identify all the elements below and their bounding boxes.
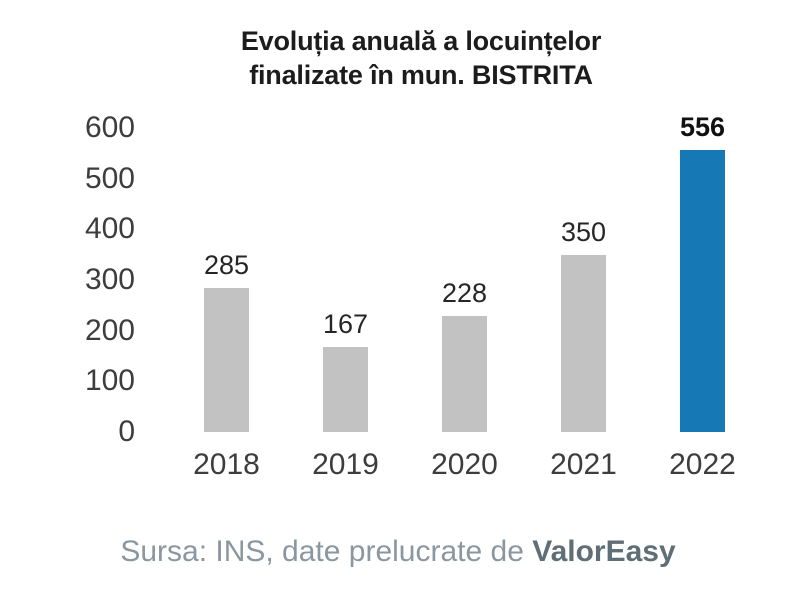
source-caption: Sursa: INS, date prelucrate de ValorEasy — [0, 535, 796, 570]
bar-value-label-2021: 350 — [560, 216, 607, 247]
bar-column-2021: 350 — [524, 128, 643, 432]
bar-value-label-2018: 285 — [203, 249, 250, 280]
bar-2021 — [561, 254, 606, 432]
bar-value-label-2020: 228 — [441, 278, 488, 309]
y-tick-label: 300 — [84, 263, 135, 296]
y-tick-label: 100 — [84, 364, 135, 398]
plot-wrap: 285 167 228 350 556 2018 2019 2020 2021 2022 — [167, 114, 762, 481]
bar-2018 — [204, 287, 249, 432]
plot-area: 285 167 228 350 556 — [167, 114, 762, 432]
y-tick-label: 200 — [84, 313, 135, 347]
bar-column-2019: 167 — [286, 128, 405, 432]
chart-title-line2: finalizate în mun. BISTRITA — [249, 60, 593, 90]
bar-2019 — [323, 347, 368, 432]
bar-chart: 0 100 200 300 400 500 600 285 167 228 350 556 2018… — [0, 113, 796, 482]
brand-name: ValorEasy — [532, 535, 676, 568]
bar-column-2020: 228 — [405, 128, 524, 432]
bar-value-label-2019: 167 — [322, 309, 369, 340]
x-axis-label-2019: 2019 — [312, 448, 379, 481]
bar-value-label-2022: 556 — [679, 112, 726, 143]
y-tick-label: 500 — [84, 161, 135, 195]
y-tick-label: 600 — [84, 111, 135, 144]
y-axis: 0 100 200 300 400 500 600 — [0, 113, 135, 447]
bar-2020 — [442, 316, 487, 432]
x-axis-label-2018: 2018 — [193, 448, 260, 481]
y-tick-label: 0 — [118, 415, 135, 448]
source-text: Sursa: INS, date prelucrate de — [120, 535, 533, 568]
x-axis-label-2021: 2021 — [550, 448, 617, 481]
chart-title-line1: Evoluția anuală a locuințelor — [240, 26, 602, 56]
bar-2022 — [680, 150, 725, 432]
x-axis: 2018 2019 2020 2021 2022 — [167, 448, 762, 481]
y-tick-label: 400 — [84, 212, 135, 246]
chart-title: Evoluția anuală a locuințelor finalizate… — [0, 0, 796, 92]
x-axis-label-2020: 2020 — [431, 448, 498, 481]
x-axis-label-2022: 2022 — [669, 448, 736, 481]
bar-column-2018: 285 — [167, 128, 286, 432]
bar-column-2022: 556 — [643, 114, 762, 432]
